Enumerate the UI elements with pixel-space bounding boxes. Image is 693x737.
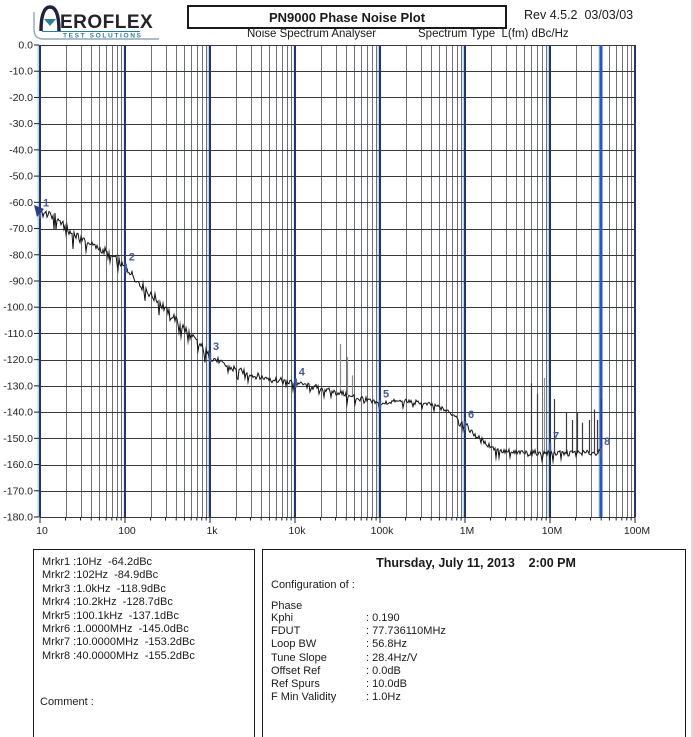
configuration-section: Phase [271,600,303,612]
config-value: : 77.736110MHz [366,625,446,638]
spectrum-type-value: L(fm) dBc/Hz [501,28,569,40]
arch-icon [39,5,61,32]
analyser-subtitle: Noise Spectrum Analyser [247,28,377,40]
config-row-tune-slope: Tune Slope : 28.4Hz/V [271,652,681,665]
marker-line-4: Mrkr4 :10.2kHz -128.7dBc [42,596,173,609]
marker-line-2: Mrkr2 :102Hz -84.9dBc [42,569,159,582]
logo-tagline: TEST SOLUTIONS [63,33,143,40]
config-key: Ref Spurs [271,678,320,691]
marker-line-1: Mrkr1 :10Hz -64.2dBc [42,556,153,568]
marker-list-panel: Mrkr1 :10Hz -64.2dBc Mrkr2 :102Hz -84.9dB… [33,549,255,737]
spectrum-type-label: Spectrum Type [418,28,496,40]
logo-brand-text: EROFLEX [60,12,153,33]
config-row-kphi: Kphi : 0.190 [271,612,681,625]
plot-title: PN9000 Phase Noise Plot [268,9,426,25]
configuration-label: Configuration of : [271,579,355,591]
config-key: FDUT [271,625,301,638]
config-key: F Min Validity [271,691,337,704]
config-key: Kphi [271,612,294,624]
logo-frame-line [33,12,159,40]
config-row-offset-ref: Offset Ref : 0.0dB [271,665,681,678]
spectrum-type: Spectrum Type L(fm) dBc/Hz [418,28,569,40]
config-value: : 0.190 [366,612,400,624]
marker-line-7: Mrkr7 :10.0000MHz -153.2dBc [42,636,195,649]
config-row-loop-bw: Loop BW : 56.8Hz [271,638,681,651]
config-key: Tune Slope [271,651,327,664]
marker-line-3: Mrkr3 :1.0kHz -118.9dBc [42,582,166,595]
arch-triangle-icon [44,19,56,26]
config-value: : 28.4Hz/V [366,651,418,664]
marker-lines: Mrkr1 :10Hz -64.2dBc Mrkr2 :102Hz -84.9dB… [42,556,250,663]
config-row-ref-spurs: Ref Spurs : 10.0dB [271,678,681,691]
comment-label: Comment : [40,696,94,708]
revision-text: Rev 4.5.2 03/03/03 [524,8,634,22]
aeroflex-logo: EROFLEX TEST SOLUTIONS [33,5,159,40]
configuration-panel: Thursday, July 11, 2013 2:00 PM Configur… [262,549,686,737]
config-key: Loop BW [271,638,317,651]
configuration-rows: Kphi : 0.190 FDUT : 77.736110MHz Loop BW : 56… [271,612,681,704]
config-value: : 1.0Hz [366,691,401,704]
plot-title-box: PN9000 Phase Noise Plot [187,5,507,29]
config-value: : 0.0dB [366,664,401,677]
config-row-f-min-validity: F Min Validity : 1.0Hz [271,691,681,704]
config-value: : 56.8Hz [366,638,407,651]
marker-line-6: Mrkr6 :1.0000MHz -145.0dBc [42,623,189,636]
marker-line-8: Mrkr8 :40.0000MHz -155.2dBc [42,649,195,662]
phase-noise-chart [0,40,672,545]
config-value: : 10.0dB [366,678,407,691]
marker-line-5: Mrkr5 :100.1kHz -137.1dBc [42,609,179,622]
config-row-fdut: FDUT : 77.736110MHz [271,625,681,638]
config-key: Offset Ref [271,664,321,677]
report-datetime: Thursday, July 11, 2013 2:00 PM [376,556,576,570]
